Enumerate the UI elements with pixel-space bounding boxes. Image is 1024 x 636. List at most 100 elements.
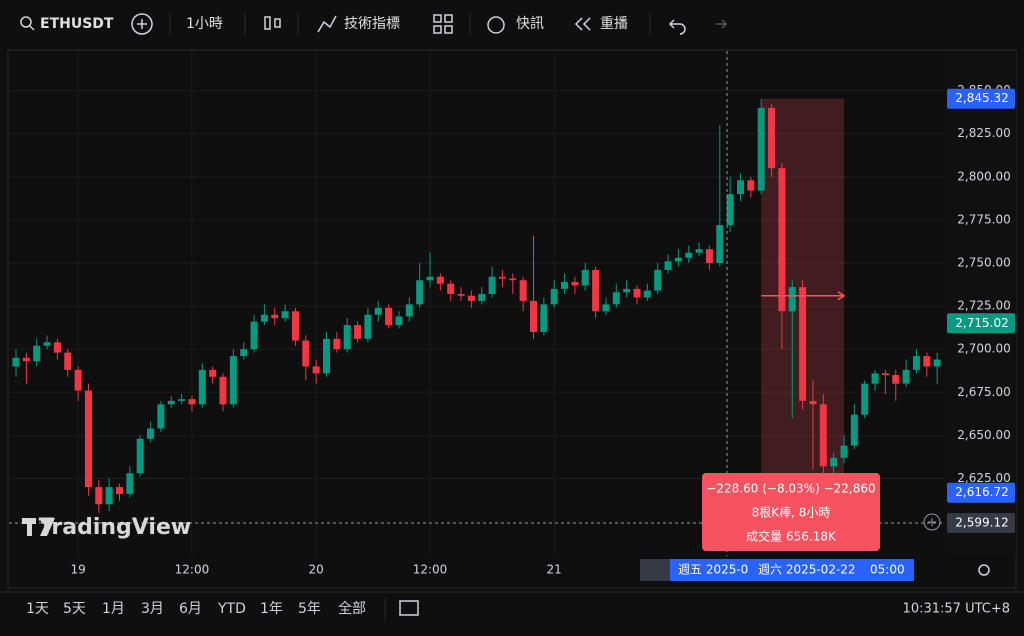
chart-type[interactable] bbox=[264, 16, 271, 30]
range-button[interactable]: 5天 bbox=[63, 601, 86, 617]
x-tick-label: 12:00 bbox=[175, 563, 210, 577]
measure-arrow-head bbox=[837, 291, 846, 301]
range-button[interactable]: 全部 bbox=[338, 600, 366, 617]
candle-body bbox=[498, 276, 506, 279]
range-button[interactable]: 3月 bbox=[141, 601, 164, 617]
add-symbol[interactable] bbox=[131, 13, 153, 35]
y-tick-label: 2,700.00 bbox=[957, 342, 1010, 356]
candle-body bbox=[747, 180, 755, 191]
candle-body bbox=[830, 457, 838, 467]
candle-body bbox=[64, 352, 72, 370]
candle-body bbox=[892, 375, 900, 384]
candle-body bbox=[260, 314, 268, 322]
price-badge bbox=[947, 313, 1015, 334]
range-button[interactable]: 6月 bbox=[179, 601, 202, 617]
x-tick-label: 20 bbox=[309, 563, 324, 577]
candle-body bbox=[726, 194, 734, 226]
candle-body bbox=[695, 249, 703, 253]
date-range[interactable] bbox=[399, 600, 419, 616]
candle-body bbox=[198, 369, 206, 405]
toolbar bbox=[0, 0, 1024, 48]
measure-text: 成交量 656.18K bbox=[746, 529, 837, 544]
candle-body bbox=[685, 252, 693, 258]
time-label: 週六 2025-02-22 bbox=[758, 563, 856, 577]
candle-body bbox=[509, 278, 517, 281]
time-label: 05:00 bbox=[870, 563, 905, 577]
price-badge bbox=[947, 482, 1015, 503]
candle-body bbox=[540, 304, 548, 332]
x-tick-label: 21 bbox=[547, 563, 562, 577]
candle-body bbox=[167, 400, 175, 405]
candle-body bbox=[840, 445, 848, 458]
indicators[interactable]: 技術指標 bbox=[344, 16, 400, 32]
candle-body bbox=[881, 373, 889, 376]
candle-body bbox=[664, 261, 672, 270]
candle-body bbox=[147, 428, 155, 439]
range-button[interactable]: 1年 bbox=[260, 601, 283, 617]
candle-body bbox=[136, 438, 144, 474]
candle-body bbox=[250, 321, 258, 350]
candle-body bbox=[105, 487, 113, 505]
price-badge-label: 2,845.32 bbox=[955, 91, 1008, 105]
candle-body bbox=[737, 180, 744, 195]
candle-body bbox=[157, 404, 165, 429]
candle-body bbox=[809, 400, 817, 405]
redo[interactable] bbox=[721, 19, 728, 29]
candle-body bbox=[53, 342, 61, 353]
layouts[interactable] bbox=[444, 25, 453, 34]
candle-body bbox=[312, 366, 320, 374]
candle-body bbox=[602, 304, 610, 312]
candle-body bbox=[871, 373, 879, 384]
measure-tooltip bbox=[702, 473, 880, 551]
settings[interactable] bbox=[978, 564, 990, 576]
candle-body bbox=[612, 292, 620, 305]
candle-body bbox=[912, 356, 920, 370]
candle-body bbox=[850, 414, 858, 446]
replay[interactable]: 重播 bbox=[600, 16, 628, 32]
time-badge bbox=[670, 559, 914, 581]
candle-body bbox=[22, 357, 30, 362]
y-tick-label: 2,825.00 bbox=[957, 126, 1010, 140]
alerts[interactable]: 快訊 bbox=[516, 16, 544, 32]
price-axis bbox=[946, 51, 1016, 556]
candle-body bbox=[819, 404, 827, 467]
candle-body bbox=[374, 307, 382, 315]
candle-body bbox=[354, 325, 362, 339]
candle-body bbox=[302, 340, 310, 367]
candle-body bbox=[716, 225, 724, 263]
candle-body bbox=[757, 107, 765, 191]
candle-body bbox=[550, 288, 558, 305]
candle-body bbox=[178, 399, 186, 401]
price-badge bbox=[947, 88, 1015, 109]
candle-body bbox=[436, 276, 444, 284]
interval[interactable]: 1小時 bbox=[186, 16, 223, 32]
range-button[interactable]: YTD bbox=[217, 601, 246, 617]
candle-body bbox=[623, 288, 631, 293]
price-badge-label: 2,715.02 bbox=[955, 316, 1008, 330]
candle-body bbox=[633, 288, 641, 298]
symbol[interactable]: ETHUSDT bbox=[40, 16, 114, 32]
candle-body bbox=[281, 311, 289, 319]
candle-body bbox=[923, 356, 931, 367]
candle-body bbox=[209, 369, 217, 377]
range-button[interactable]: 1月 bbox=[102, 601, 125, 617]
candle-body bbox=[519, 280, 527, 301]
price-badge-label: 2,616.72 bbox=[955, 485, 1008, 499]
measure-text: −228.60 (−8.03%) −22,860 bbox=[706, 482, 875, 496]
candle-body bbox=[12, 357, 20, 367]
candle-body bbox=[126, 473, 134, 494]
candle-body bbox=[788, 287, 796, 312]
clock: 10:31:57 UTC+8 bbox=[903, 602, 1010, 617]
range-button[interactable]: 1天 bbox=[26, 601, 49, 617]
candle-body bbox=[592, 269, 600, 312]
candle-body bbox=[778, 168, 786, 312]
range-button[interactable]: 5年 bbox=[298, 601, 321, 617]
y-tick-label: 2,750.00 bbox=[957, 255, 1010, 269]
candle-body bbox=[343, 325, 351, 350]
candle-body bbox=[271, 314, 279, 319]
undo[interactable] bbox=[670, 23, 686, 35]
candle-body bbox=[95, 487, 103, 505]
y-tick-label: 2,650.00 bbox=[957, 428, 1010, 442]
candle-body bbox=[43, 342, 51, 346]
candle-body bbox=[240, 349, 248, 357]
